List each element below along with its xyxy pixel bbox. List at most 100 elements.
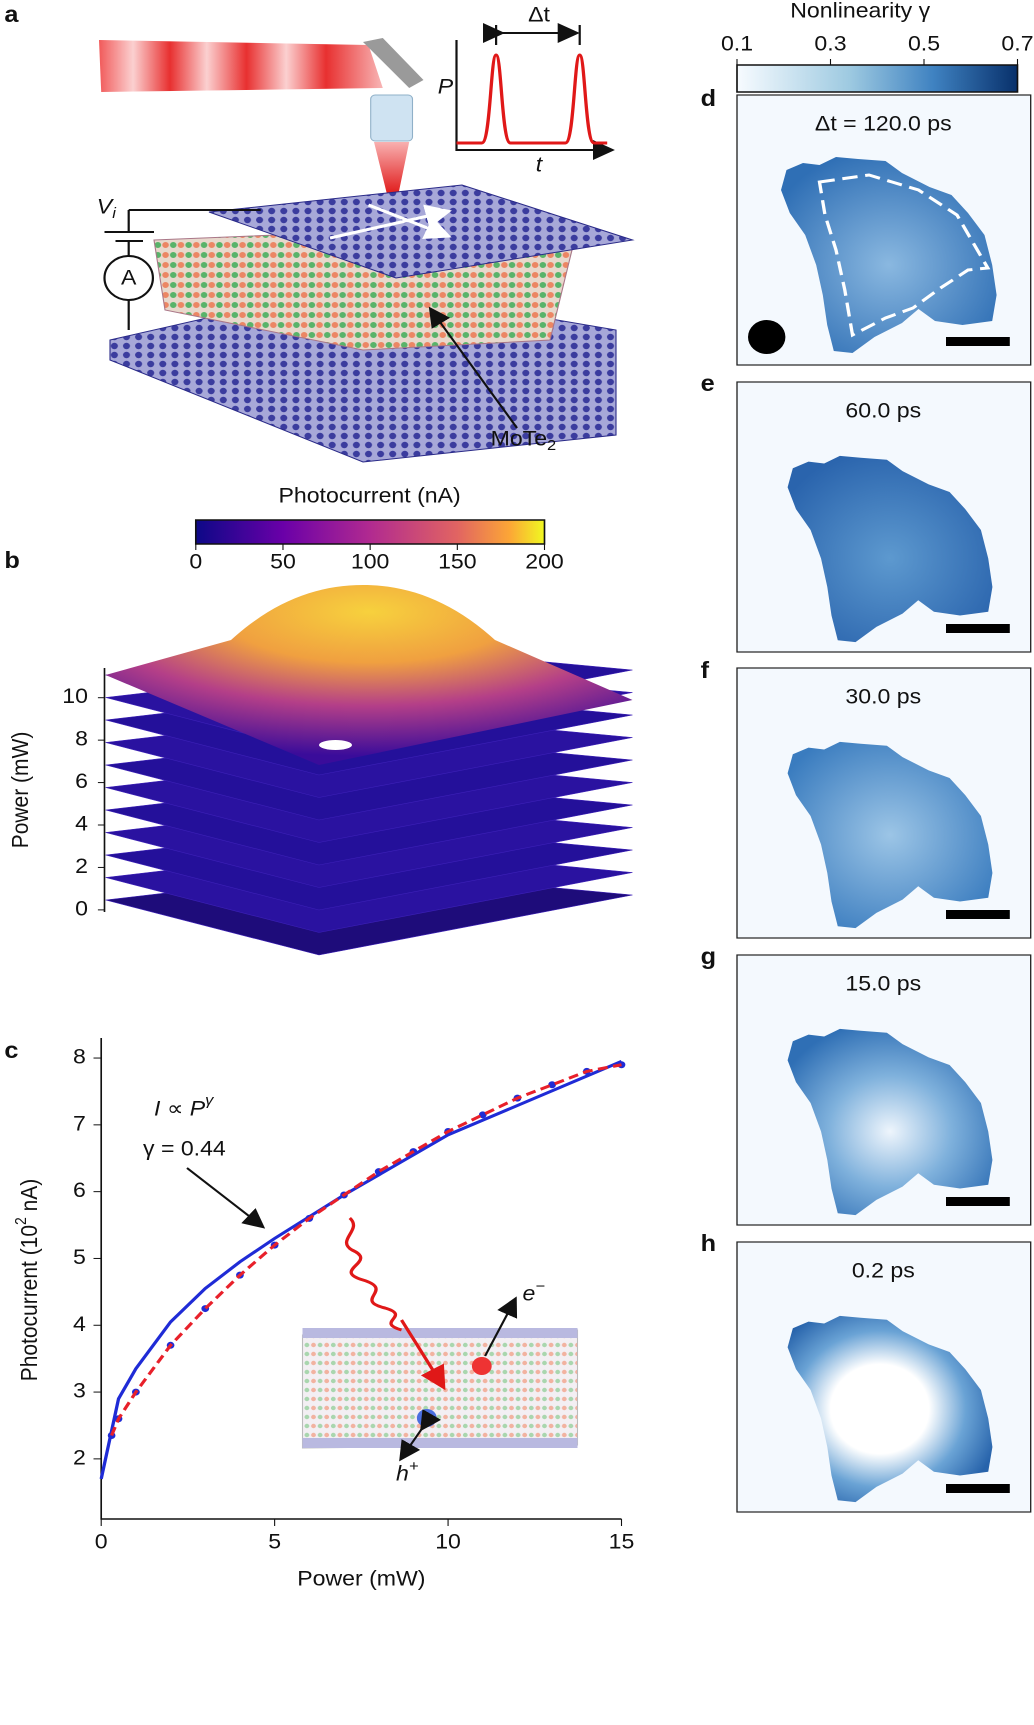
y-tick-label: 10 xyxy=(62,684,88,708)
scale-bar xyxy=(946,337,1010,346)
formula: I ∝ Pγ xyxy=(154,1093,215,1121)
colorbar-tick-label: 100 xyxy=(351,550,390,574)
data-point xyxy=(548,1081,556,1089)
y-tick-label: 8 xyxy=(73,1045,86,1069)
electron xyxy=(471,1357,492,1375)
y-tick-label: 3 xyxy=(73,1379,86,1403)
photocurrent-map xyxy=(787,741,993,929)
colorbar-tick-label: 0.7 xyxy=(1001,32,1033,56)
material-label: MoTe2 xyxy=(491,427,557,454)
panel-title: 30.0 ps xyxy=(845,685,921,709)
panel-title: 15.0 ps xyxy=(845,972,921,996)
laser-beam xyxy=(99,40,383,92)
scale-bar xyxy=(946,624,1010,633)
colorbar-tick-label: 0.1 xyxy=(721,32,753,56)
beam-spot xyxy=(748,320,786,354)
panel-label: d xyxy=(701,86,716,112)
y-tick-label: 6 xyxy=(75,769,88,793)
y-tick-label: 2 xyxy=(73,1445,86,1469)
y-tick-label: 4 xyxy=(75,812,88,836)
x-axis-label: Power (mW) xyxy=(297,1567,425,1591)
voltage-sub: i xyxy=(112,206,116,222)
panel-title: Δt = 120.0 ps xyxy=(815,112,952,136)
focused-beam xyxy=(374,142,410,195)
y-label-part: nA) xyxy=(16,1179,42,1217)
panel-label: b xyxy=(4,548,19,574)
panel-label: h xyxy=(701,1231,716,1257)
fit-line xyxy=(110,1063,622,1437)
y-label-part: Photocurrent (10 xyxy=(16,1225,42,1381)
colorbar-tick-label: 150 xyxy=(438,550,477,574)
circuit xyxy=(104,209,261,330)
inset-bottom xyxy=(302,1438,578,1448)
hole-text: h xyxy=(396,1462,409,1486)
schematic: A Vi MoTe2 Δt P t xyxy=(97,3,635,463)
photocurrent-map xyxy=(787,455,993,643)
colorbar-tick-label: 50 xyxy=(270,550,296,574)
photocurrent-map xyxy=(787,1315,993,1503)
panel-label: e xyxy=(701,371,715,397)
panel-label: f xyxy=(701,658,710,684)
colorbar-tick-label: 0.3 xyxy=(814,32,846,56)
y-tick-label: 7 xyxy=(73,1111,86,1135)
objective xyxy=(370,94,414,142)
x-tick-label: 15 xyxy=(609,1530,635,1554)
y-tick-label: 8 xyxy=(75,727,88,751)
electron-label: e− xyxy=(523,1279,545,1306)
colorbar-tick-label: 0.5 xyxy=(908,32,940,56)
y-axis-label: Power (mW) xyxy=(7,732,33,849)
formula-text: I ∝ P xyxy=(154,1097,205,1121)
annotation-arrow xyxy=(186,1167,266,1229)
y-tick-label: 0 xyxy=(75,896,88,920)
electron-sup: − xyxy=(535,1279,545,1295)
y-tick-label: 5 xyxy=(73,1245,86,1269)
colorbar xyxy=(736,64,1019,93)
photon-arrow xyxy=(400,1319,446,1391)
pulse-axes xyxy=(455,40,615,160)
colorbar-tick-label: 200 xyxy=(525,550,564,574)
mirror xyxy=(363,38,424,88)
fit-label: γ = 0.44 xyxy=(143,1137,226,1161)
colorbar-title: Nonlinearity γ xyxy=(790,0,930,22)
ammeter xyxy=(103,255,155,301)
delay-label: Δt xyxy=(528,3,550,27)
electron-text: e xyxy=(523,1282,536,1306)
line xyxy=(99,1060,623,1480)
polarization-arrow xyxy=(367,203,452,239)
inset-lattice xyxy=(301,1329,579,1449)
pulse-y-label: P xyxy=(438,75,454,99)
x-tick-label: 0 xyxy=(95,1530,108,1554)
surface-top xyxy=(105,585,633,765)
photon xyxy=(344,1216,403,1332)
top-layer xyxy=(208,184,635,279)
hole-arrow xyxy=(399,1409,442,1462)
material-arrow xyxy=(428,306,518,429)
photocurrent-map xyxy=(781,157,997,353)
hole xyxy=(416,1409,437,1427)
polarization-arrow xyxy=(329,204,452,240)
inset-top xyxy=(302,1328,578,1338)
x-tick-label: 5 xyxy=(268,1530,281,1554)
x-tick-label: 10 xyxy=(435,1530,461,1554)
colorbar-tick-label: 0 xyxy=(189,550,202,574)
y-tick-label: 2 xyxy=(75,854,88,878)
panel-label: c xyxy=(4,1038,18,1064)
ammeter-label: A xyxy=(121,266,137,290)
y-label-part: 2 xyxy=(14,1217,31,1225)
voltage: V xyxy=(97,195,115,219)
material-sub: 2 xyxy=(547,438,556,454)
panel-title: 0.2 ps xyxy=(852,1259,915,1283)
hole xyxy=(319,740,352,750)
panel-label: g xyxy=(701,944,716,970)
delay-bracket xyxy=(495,25,581,45)
pulse-trace xyxy=(456,53,608,145)
scale-bar xyxy=(946,910,1010,919)
panel-label: a xyxy=(4,2,19,28)
voltage-label: Vi xyxy=(97,195,117,222)
photocurrent-map xyxy=(787,1028,993,1216)
hole-label: h+ xyxy=(396,1459,418,1486)
region-outline xyxy=(817,173,991,338)
hole-sup: + xyxy=(409,1459,419,1475)
y-axis-label: Photocurrent (102 nA) xyxy=(14,1179,43,1382)
